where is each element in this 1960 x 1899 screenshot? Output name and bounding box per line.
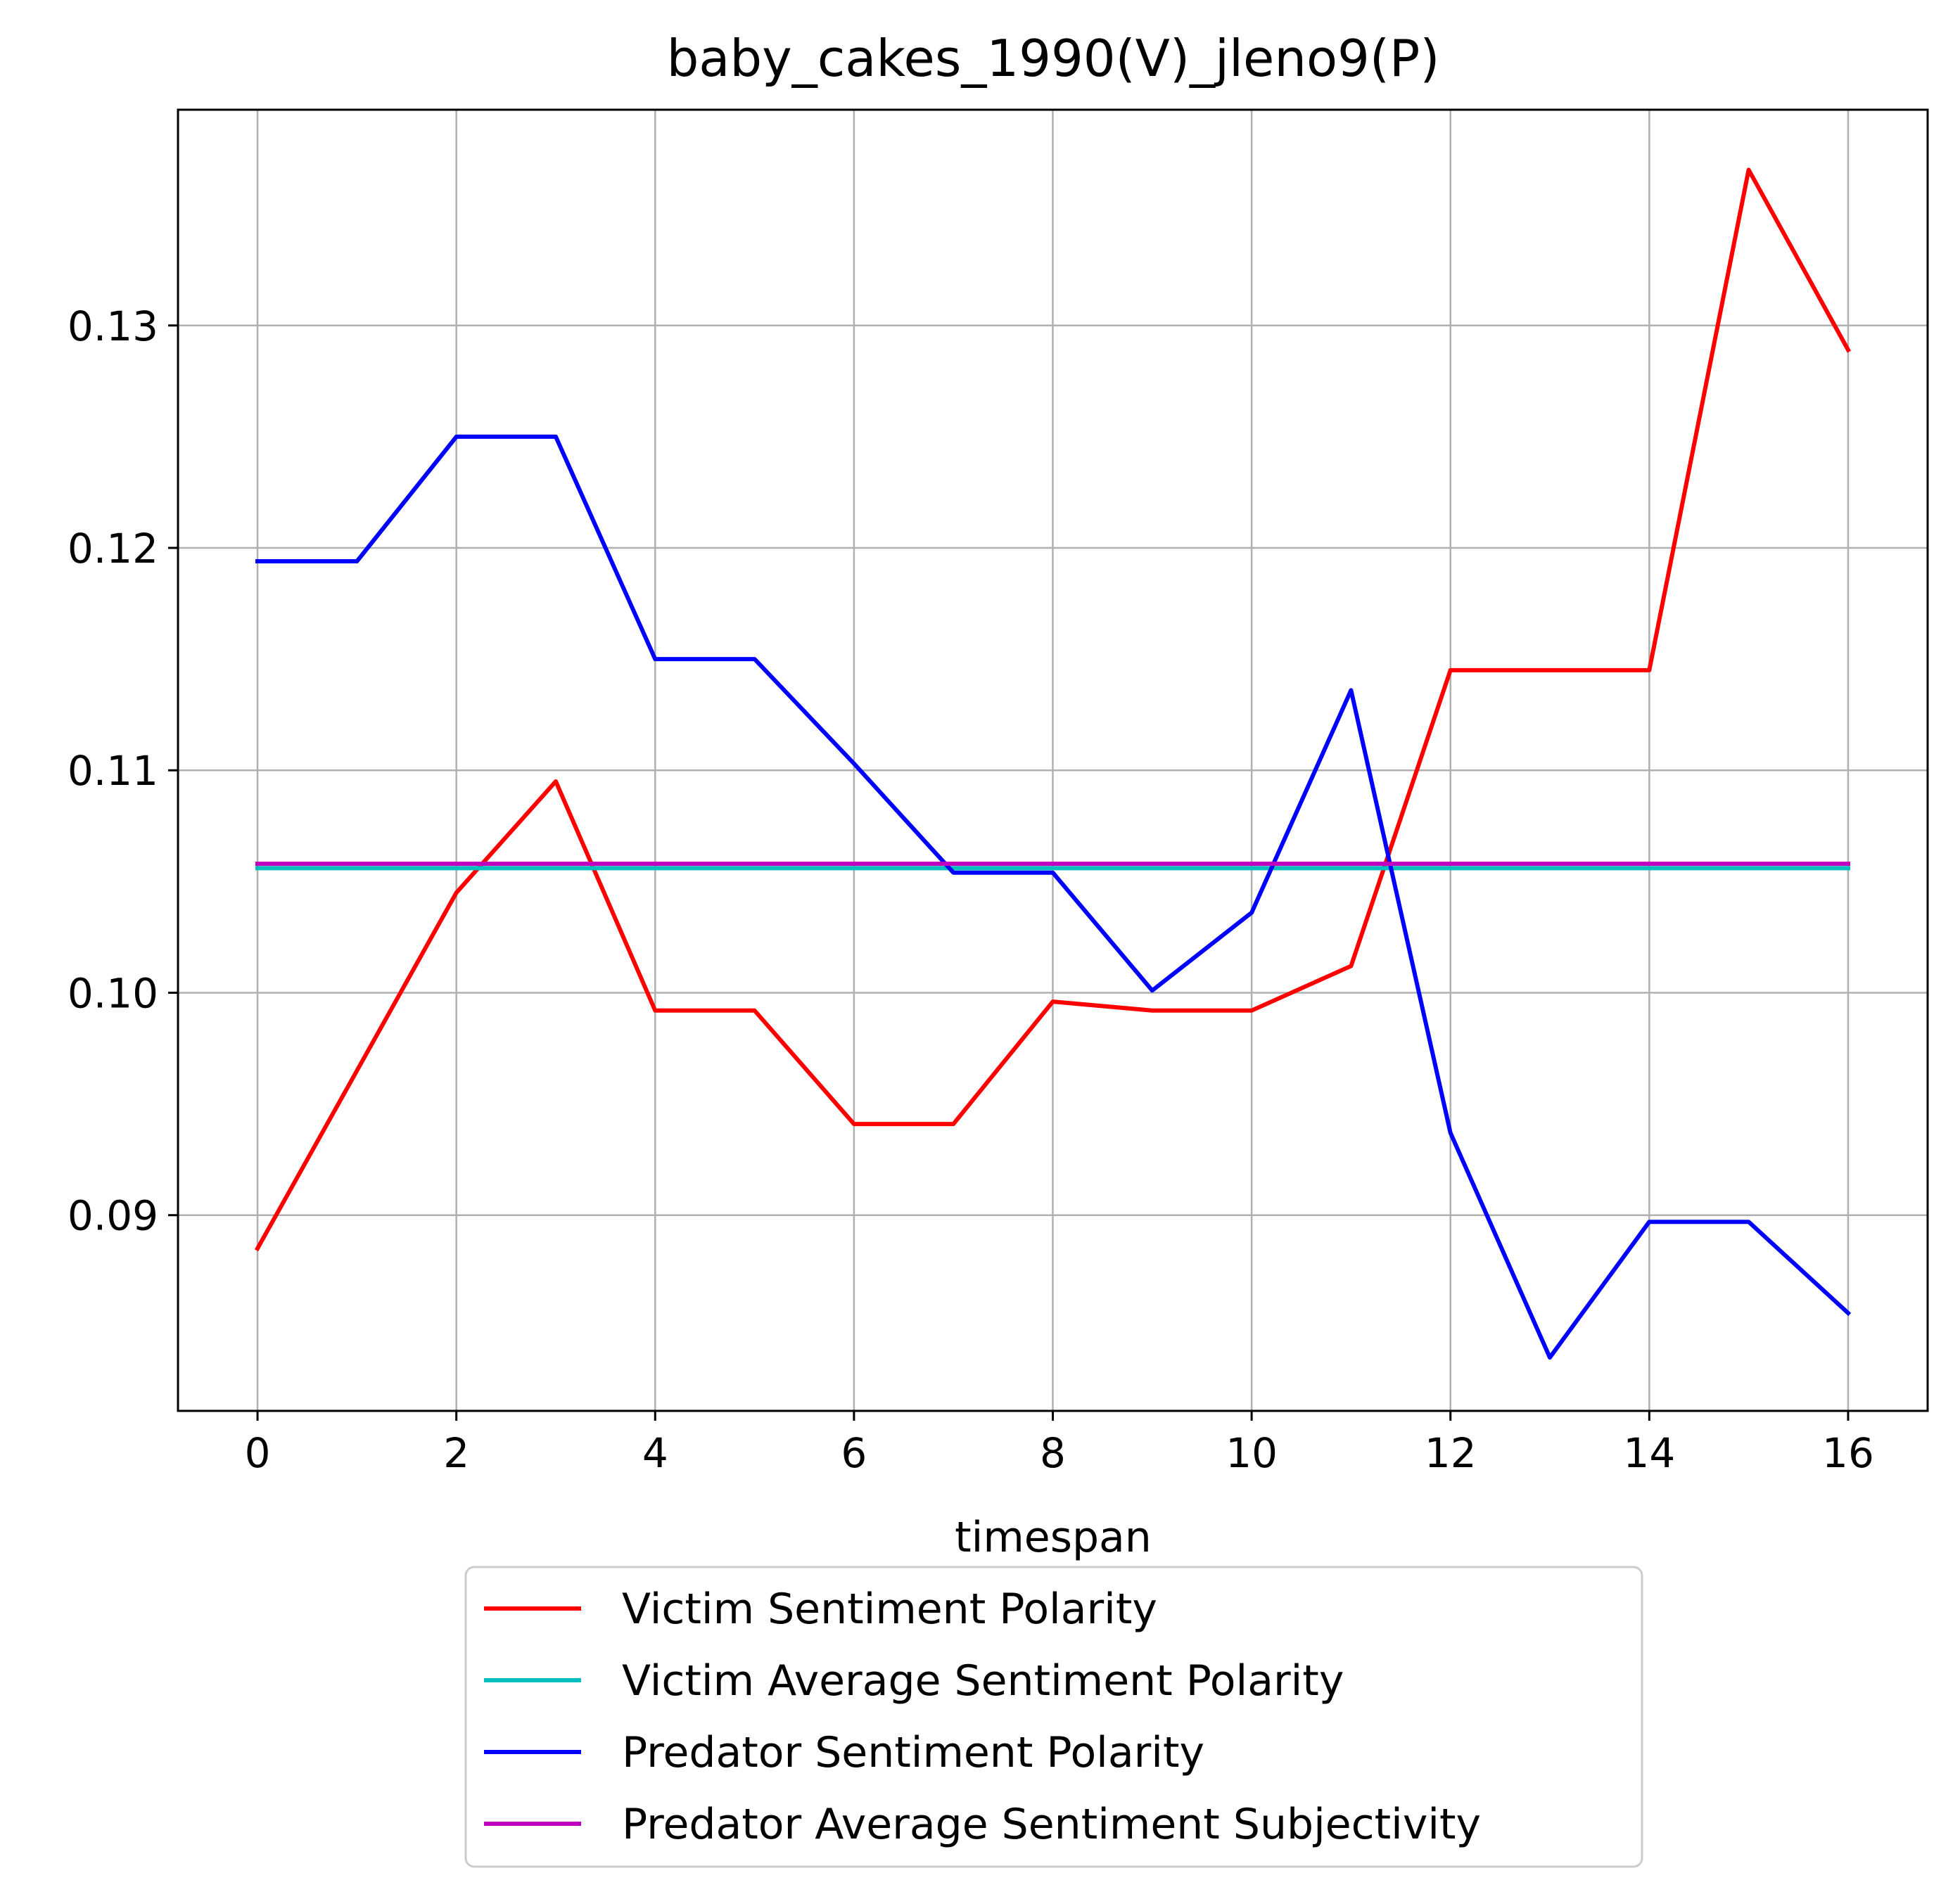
y-tick-label: 0.12	[68, 525, 158, 573]
legend-label: Victim Average Sentiment Polarity	[622, 1656, 1344, 1706]
x-axis-ticks: 0 2 4 6 8 10 12 14 16	[245, 1411, 1874, 1477]
legend-label: Predator Sentiment Polarity	[622, 1728, 1204, 1777]
x-tick-label: 10	[1226, 1429, 1278, 1477]
y-tick-label: 0.09	[68, 1192, 158, 1240]
series-line-1	[254, 167, 1852, 1252]
legend-items: Victim Sentiment Polarity Victim Average …	[484, 1585, 1481, 1849]
series-lines	[254, 167, 1852, 1360]
x-tick-label: 8	[1040, 1429, 1066, 1477]
chart-title: baby_cakes_1990(V)_jleno9(P)	[667, 29, 1440, 88]
legend: Victim Sentiment Polarity Victim Average …	[464, 1566, 1643, 1868]
y-tick-label: 0.13	[68, 302, 158, 350]
legend-box	[464, 1566, 1643, 1868]
x-tick-label: 2	[443, 1429, 469, 1477]
x-tick-label: 4	[642, 1429, 668, 1477]
x-tick-label: 0	[245, 1429, 271, 1477]
legend-label: Victim Sentiment Polarity	[622, 1585, 1157, 1634]
y-axis-ticks: 0.09 0.10 0.11 0.12 0.13	[68, 302, 178, 1240]
x-tick-label: 6	[841, 1429, 867, 1477]
y-tick-label: 0.11	[68, 747, 158, 795]
series-line-3	[255, 434, 1852, 1360]
legend-label: Predator Average Sentiment Subjectivity	[622, 1800, 1481, 1849]
x-axis-label: timespan	[955, 1513, 1152, 1562]
y-tick-label: 0.10	[68, 969, 158, 1017]
x-tick-label: 12	[1425, 1429, 1477, 1477]
x-tick-label: 14	[1623, 1429, 1675, 1477]
grid	[178, 110, 1928, 1411]
x-tick-label: 16	[1822, 1429, 1874, 1477]
